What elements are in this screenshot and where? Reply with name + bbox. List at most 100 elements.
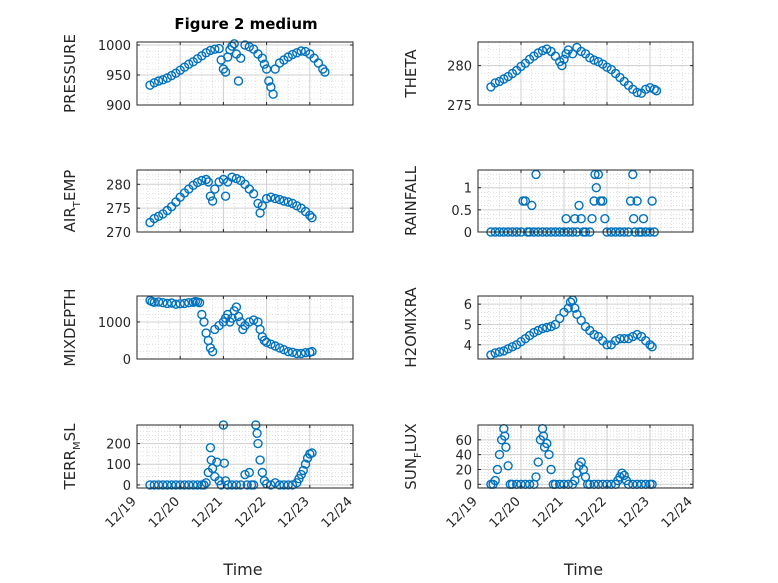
data-point — [589, 329, 599, 340]
data-point — [313, 58, 324, 68]
y-tick-label: 1000 — [98, 316, 131, 331]
data-point — [492, 464, 503, 475]
data-point — [559, 54, 569, 64]
data-point — [647, 196, 657, 206]
data-point — [307, 346, 317, 357]
data-point — [270, 478, 280, 488]
y-axis-label: RAINFALL — [402, 165, 420, 236]
data-point — [499, 346, 509, 356]
data-point — [649, 84, 659, 95]
data-point — [305, 210, 315, 221]
axes-4: 0 0.5 1 RAINFALL — [402, 165, 694, 241]
y-tick-label: 0 — [464, 478, 472, 493]
data-point — [192, 177, 203, 188]
data-point — [248, 189, 259, 199]
y-axis-label: PRESSURE — [61, 34, 79, 113]
data-point — [253, 438, 263, 449]
data-point — [179, 298, 190, 309]
data-point — [231, 480, 242, 490]
data-point — [292, 48, 302, 58]
data-point — [533, 325, 543, 336]
data-point — [205, 45, 216, 56]
data-point — [270, 64, 280, 74]
data-point — [266, 339, 276, 349]
data-point — [503, 344, 513, 354]
y-axis-label: MIXDEPTH — [61, 288, 79, 366]
y-tick-label: 20 — [455, 463, 472, 478]
data-point — [287, 347, 298, 357]
data-point — [531, 472, 541, 482]
data-point — [619, 334, 629, 344]
data-point — [279, 196, 289, 206]
data-point — [507, 342, 518, 352]
plot-area — [478, 425, 693, 488]
data-point — [240, 40, 250, 50]
data-point — [501, 442, 511, 452]
data-point — [587, 213, 597, 224]
data-point — [240, 469, 250, 480]
axes-frame — [477, 169, 694, 233]
data-point — [574, 200, 584, 211]
data-point — [567, 49, 578, 59]
data-point — [162, 298, 172, 309]
data-point — [274, 194, 285, 205]
data-point — [257, 201, 267, 211]
data-point — [632, 196, 642, 206]
data-series — [145, 172, 317, 228]
data-point — [199, 317, 209, 327]
data-point — [619, 470, 629, 481]
y-tick-label: 6 — [464, 298, 472, 313]
y-tick-label: 0 — [464, 226, 472, 241]
data-point — [266, 192, 276, 202]
y-tick-label: 4 — [464, 339, 472, 354]
y-tick-label: 0 — [123, 479, 131, 494]
data-point — [307, 448, 317, 458]
data-point — [255, 455, 265, 465]
figure-title: Figure 2 medium — [174, 15, 317, 33]
data-point — [220, 67, 231, 77]
y-axis-label-part: SL — [61, 423, 79, 442]
data-point — [264, 76, 274, 86]
data-point — [570, 303, 580, 313]
y-axis-label: AIRTEMP — [61, 170, 83, 233]
data-point — [283, 480, 293, 490]
data-point — [197, 175, 207, 186]
data-point — [229, 39, 239, 49]
data-point — [158, 75, 168, 85]
y-axis-label-part: H2OMIXRA — [402, 287, 420, 368]
axes-frame — [136, 295, 354, 360]
data-point — [503, 461, 513, 471]
ticks — [136, 296, 354, 360]
data-point — [598, 196, 608, 206]
y-tick-label: 950 — [106, 69, 131, 84]
data-point — [205, 191, 216, 201]
data-point — [546, 464, 556, 475]
data-point — [227, 172, 237, 182]
data-point — [233, 311, 244, 322]
data-point — [261, 337, 272, 347]
axes-1: 900 950 1000 PRESSURE — [61, 34, 354, 114]
data-point — [201, 478, 211, 488]
ticks — [136, 42, 354, 106]
data-point — [235, 53, 246, 63]
data-series — [486, 42, 662, 98]
data-point — [231, 302, 242, 312]
data-point — [287, 49, 298, 60]
ticks — [136, 170, 354, 233]
y-axis-label: SUNFLUX — [402, 423, 424, 489]
data-point — [561, 213, 571, 224]
y-axis-label-part: RAINFALL — [402, 165, 420, 236]
data-point — [201, 174, 211, 185]
y-axis-label-part: LUX — [402, 423, 420, 452]
data-point — [192, 480, 203, 490]
ticks — [477, 296, 694, 359]
data-point — [298, 465, 308, 476]
data-point — [242, 480, 252, 490]
data-point — [623, 334, 634, 344]
y-axis-label: H2OMIXRA — [402, 287, 420, 368]
data-point — [638, 213, 649, 224]
axes-3: 270 275 280 AIRTEMP — [61, 169, 354, 241]
data-point — [248, 315, 259, 325]
